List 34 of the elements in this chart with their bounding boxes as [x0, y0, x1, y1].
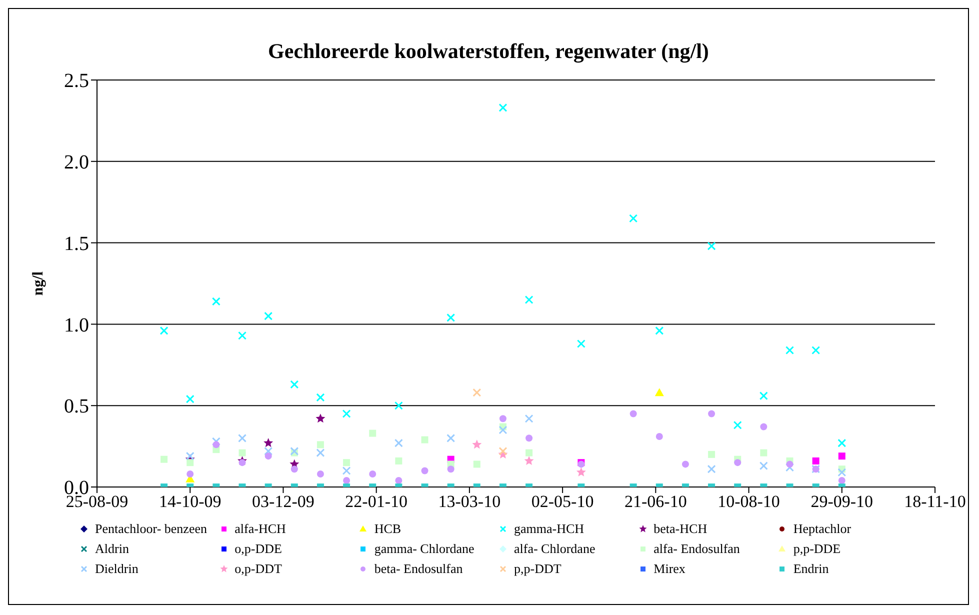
legend-label: o,p-DDT: [234, 561, 282, 577]
x-tick-label: 03-12-09: [252, 492, 314, 512]
legend-label: Heptachlor: [793, 521, 852, 537]
x-tick-label: 02-05-10: [531, 492, 594, 512]
chart-title: Gechloreerde koolwaterstoffen, regenwater (ng/l): [267, 39, 710, 64]
legend-label: o,p-DDE: [234, 541, 282, 557]
x-tick-label: 18-11-10: [904, 492, 966, 512]
legend-label: alfa-HCH: [234, 521, 286, 537]
legend-label: Mirex: [654, 561, 686, 577]
y-tick-label: 1.5: [64, 232, 89, 255]
legend-label: beta- Endosulfan: [374, 561, 463, 577]
legend-label: Pentachloor- benzeen: [95, 521, 207, 537]
x-tick-label: 10-08-10: [718, 492, 780, 512]
x-tick-label: 21-06-10: [624, 492, 687, 512]
legend-label: beta-HCH: [654, 521, 708, 537]
legend-label: gamma- Chlordane: [374, 541, 474, 557]
legend-label: p,p-DDT: [514, 561, 562, 577]
legend-label: alfa- Endosulfan: [654, 541, 740, 557]
x-tick-label: 14-10-09: [158, 492, 222, 512]
y-axis-title: ng/l: [30, 271, 46, 296]
y-tick-label: 2.5: [64, 70, 89, 92]
x-tick-label: 13-03-10: [438, 492, 501, 512]
legend-label: Endrin: [793, 561, 829, 577]
legend-label: p,p-DDE: [793, 541, 841, 557]
y-tick-label: 1.0: [64, 314, 89, 336]
legend-label: Dieldrin: [95, 561, 138, 577]
legend-label: HCB: [374, 521, 402, 537]
y-tick-label: 2.0: [64, 152, 89, 174]
x-tick-label: 22-01-10: [345, 492, 408, 512]
legend-label: alfa- Chlordane: [514, 541, 596, 557]
legend-label: gamma-HCH: [514, 521, 584, 537]
y-tick-label: 0.5: [64, 396, 89, 418]
legend-label: Aldrin: [95, 541, 129, 557]
x-tick-label: 29-09-10: [810, 492, 874, 512]
